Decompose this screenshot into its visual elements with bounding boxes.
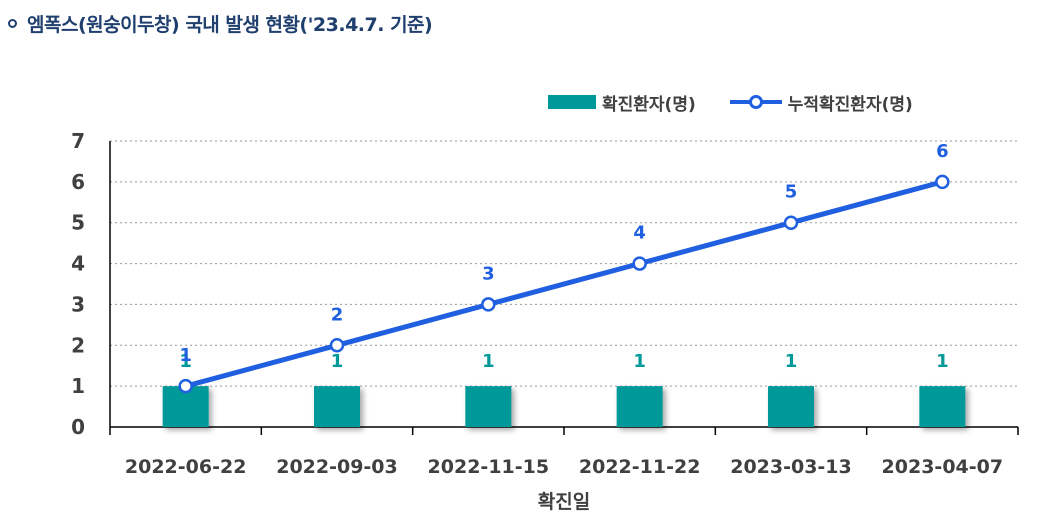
bar-value-label: 1 [936,351,949,372]
line-point [178,378,193,394]
y-tick-label: 2 [71,333,85,357]
line-point [329,338,345,353]
x-tick-label: 2022-09-03 [276,456,398,478]
bar-value-label: 1 [633,351,646,372]
bullet-icon [8,18,17,28]
line-point [935,174,950,190]
chart-title: 엠폭스(원숭이두창) 국내 발생 현황('23.4.7. 기준) [27,13,433,36]
line-point [632,256,647,271]
y-tick-label: 4 [71,252,85,276]
x-tick-label: 2022-11-15 [428,456,550,478]
line-value-label: 5 [785,182,798,203]
line-value-label: 2 [331,304,344,325]
line-value-label: 6 [936,141,949,162]
bar-value-label: 1 [482,351,495,372]
line-point [481,297,496,312]
bar [768,386,814,427]
y-tick-label: 6 [71,170,85,194]
x-tick-label: 2023-03-13 [730,456,852,478]
bar-value-label: 1 [331,351,344,372]
line-value-label: 4 [633,223,646,244]
y-tick-label: 1 [71,374,85,398]
bar-value-label: 1 [785,351,798,372]
legend-line-swatch [729,95,782,109]
legend-bar-swatch [548,95,596,109]
bar [919,386,966,427]
legend-line-label: 누적확진환자(명) [787,94,913,115]
legend-bar-label: 확진환자(명) [602,94,696,115]
x-tick-label: 2022-11-22 [579,456,701,478]
x-axis-title: 확진일 [538,490,590,513]
bar-value-label: 1 [179,351,192,372]
legend-item-bar: 확진환자(명) [548,90,696,115]
legend: 확진환자(명) 누적확진환자(명) [548,90,913,115]
y-tick-label: 7 [71,129,85,153]
x-tick-label: 2023-04-07 [882,456,1004,478]
bar [314,386,360,427]
line-point [783,215,799,230]
y-tick-label: 3 [71,292,85,316]
bar [616,386,663,427]
line-value-label: 1 [179,345,192,366]
bar [465,386,512,427]
x-tick-label: 2022-06-22 [125,456,247,478]
chart-title-row: 엠폭스(원숭이두창) 국내 발생 현황('23.4.7. 기준) [8,6,433,40]
line-value-label: 3 [482,263,495,284]
y-tick-label: 5 [71,211,85,235]
cumulative-line [185,179,943,389]
y-tick-label: 0 [71,415,85,439]
legend-item-line: 누적확진환자(명) [696,90,913,115]
